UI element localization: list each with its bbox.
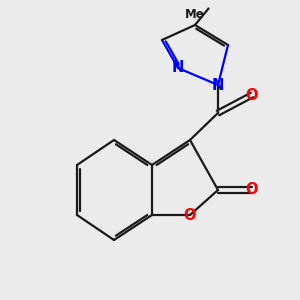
Text: Me: Me xyxy=(185,8,205,21)
Text: N: N xyxy=(212,77,224,92)
Text: O: O xyxy=(246,88,258,103)
Text: N: N xyxy=(172,61,184,76)
Text: O: O xyxy=(184,208,196,223)
Text: O: O xyxy=(246,182,258,197)
